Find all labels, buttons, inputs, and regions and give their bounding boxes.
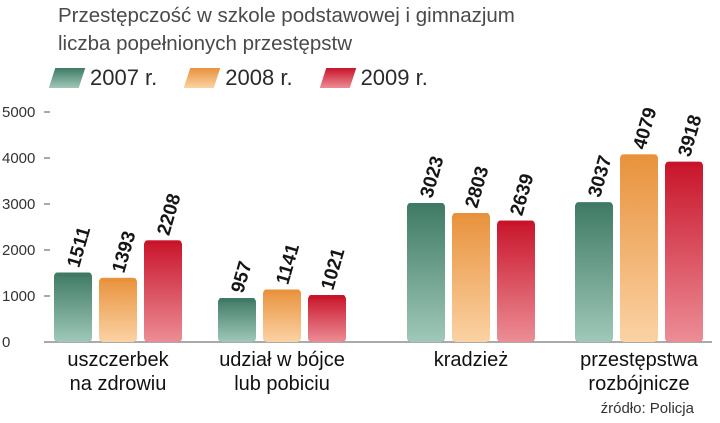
y-tick-label: 2000 [2, 242, 35, 259]
bar-2007 [218, 297, 256, 342]
source-note: źródło: Policja [600, 400, 694, 417]
legend-item-2009: 2009 r. [319, 65, 428, 91]
bar-2009 [497, 220, 535, 342]
bar-cap [55, 272, 91, 277]
bar-cap [145, 240, 181, 245]
bar-2009 [665, 161, 703, 342]
y-tick-label: 1000 [2, 288, 35, 305]
y-tick-label: 0 [2, 334, 10, 351]
bar-2008 [620, 154, 658, 342]
bar-cap [264, 289, 300, 294]
bar-cap [576, 202, 612, 207]
bar-value-label: 2639 [507, 172, 539, 218]
bar-cap [309, 295, 345, 300]
y-tick-label: 4000 [2, 150, 35, 167]
bar-cap [408, 202, 444, 207]
bar-cap [453, 213, 489, 218]
legend-item-2008: 2008 r. [184, 65, 293, 91]
category-label: uszczerbek [67, 349, 169, 371]
chart-subtitle: liczba popełnionych przestępstw [58, 32, 352, 55]
category-label: udział w bójce [219, 349, 345, 371]
bar-2008 [452, 213, 490, 342]
bar-2009 [308, 295, 346, 342]
bar-2007 [407, 202, 445, 342]
bar-cap [100, 277, 136, 282]
legend-item-2007: 2007 r. [48, 65, 158, 91]
bar-2008 [263, 289, 301, 342]
bar-cap [621, 154, 657, 159]
bar-value-label: 2208 [154, 191, 186, 237]
bar-value-label: 957 [228, 259, 257, 295]
chart-title: Przestępczość w szkole podstawowej i gim… [58, 4, 515, 27]
legend: 2007 r. 2008 r. 2009 r. [48, 64, 458, 92]
bar-cap [666, 161, 702, 166]
bar-2009 [144, 240, 182, 342]
bar-2007 [575, 202, 613, 342]
bar-value-label: 4079 [630, 105, 662, 151]
legend-label-2009: 2009 r. [360, 65, 428, 90]
category-label: przestępstwa [580, 349, 699, 371]
bar-2007 [54, 272, 92, 342]
bar-2008 [99, 277, 137, 342]
bar-value-label: 1141 [273, 241, 305, 287]
category-label: na zdrowiu [70, 373, 167, 395]
bar-value-label: 1511 [64, 224, 96, 270]
category-label: rozbójnicze [588, 373, 689, 395]
legend-label-2008: 2008 r. [225, 65, 293, 90]
bar-value-label: 2803 [462, 164, 494, 210]
y-tick-label: 3000 [2, 196, 35, 213]
bar-value-label: 1021 [318, 246, 350, 293]
category-label: lub pobiciu [234, 373, 330, 395]
bar-value-label: 3023 [417, 154, 449, 200]
bar-value-label: 3918 [675, 113, 707, 159]
y-tick-label: 5000 [2, 104, 35, 121]
bar-cap [219, 297, 255, 302]
legend-label-2007: 2007 r. [90, 65, 158, 90]
bar-value-label: 3037 [585, 153, 617, 199]
bar-value-label: 1393 [109, 229, 141, 275]
category-label: kradzież [434, 349, 508, 371]
bar-cap [498, 220, 534, 225]
